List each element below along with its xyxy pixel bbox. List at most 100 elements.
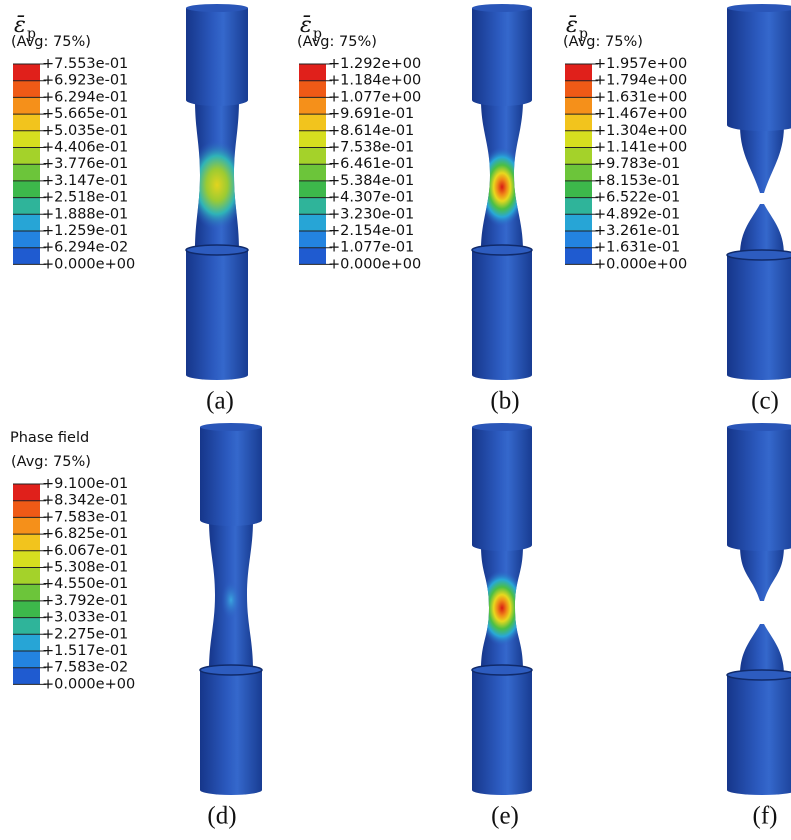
color-swatch [565,131,592,148]
lower-grip [472,250,532,375]
legend-label: +1.292e+00 [328,56,421,72]
upper-grip [200,427,262,520]
color-swatch [299,81,326,98]
strain-concentration [478,570,526,646]
legend-label: +6.522e-01 [594,190,680,206]
legend-label: +5.035e-01 [42,123,128,139]
legend-label: +4.406e-01 [42,140,128,156]
color-swatch [565,198,592,215]
legend-label: +8.342e-01 [42,493,128,509]
upper-grip-end [186,94,248,106]
upper-grip-top [186,4,248,12]
lower-grip-end [186,370,248,380]
legend-label: +6.461e-01 [328,156,414,172]
legend-label: +7.538e-01 [328,140,414,156]
color-swatch [13,181,40,198]
lower-grip-top [200,665,262,675]
legend-label: +1.304e+00 [594,123,687,139]
color-swatch [13,618,40,635]
legend-label: +1.141e+00 [594,140,687,156]
legend-title: Phase field [10,430,89,446]
color-swatch [565,164,592,181]
color-swatch [13,214,40,231]
upper-grip [472,8,532,100]
lower-grip [727,675,791,790]
lower-grip [727,255,791,375]
color-swatch [565,214,592,231]
panel-label: (d) [207,803,236,830]
upper-grip-end [200,514,262,526]
upper-grip-top [200,423,262,431]
legend: ε̄p(Avg: 75%)+1.292e+00+1.184e+00+1.077e… [297,13,421,272]
color-swatch [299,131,326,148]
legend-label: +6.825e-01 [42,526,128,542]
color-swatch [13,634,40,651]
lower-grip-end [472,370,532,380]
color-swatch [13,64,40,81]
strain-concentration [187,140,247,230]
color-swatch [13,231,40,248]
legend-label: +1.888e-01 [42,206,128,222]
color-swatch [299,97,326,114]
specimen [727,4,791,380]
legend-label: +2.154e-01 [328,223,414,239]
color-swatch [565,231,592,248]
color-swatch [299,231,326,248]
color-swatch [13,484,40,501]
legend-label: +8.153e-01 [594,173,680,189]
legend-label: +0.000e+00 [594,256,687,272]
upper-grip-end [472,539,532,551]
lower-grip-end [200,785,262,795]
legend-label: +1.957e+00 [594,56,687,72]
legend-avg: (Avg: 75%) [563,34,643,50]
neck-upper [740,545,784,601]
legend-label: +7.583e-02 [42,660,128,676]
legend-label: +9.783e-01 [594,156,680,172]
lower-grip-top [472,665,532,675]
lower-grip-top [186,245,248,255]
legend-label: +0.000e+00 [42,256,135,272]
legend-label: +8.614e-01 [328,123,414,139]
lower-grip [200,670,262,790]
panel-label: (c) [751,388,779,415]
color-swatch [13,148,40,165]
color-swatch [13,568,40,585]
legend-label: +5.665e-01 [42,106,128,122]
color-swatch [13,248,40,265]
legend-label: +6.923e-01 [42,73,128,89]
specimen [727,423,791,795]
specimen [200,423,262,795]
color-swatch [13,517,40,534]
color-swatch [13,534,40,551]
color-swatch [299,248,326,265]
lower-grip-top [472,245,532,255]
legend-label: +6.067e-01 [42,543,128,559]
legend-label: +1.517e-01 [42,643,128,659]
legend-label: +3.792e-01 [42,593,128,609]
color-swatch [13,114,40,131]
specimen [472,423,532,795]
color-swatch [299,181,326,198]
legend-label: +7.553e-01 [42,56,128,72]
upper-grip [727,427,791,545]
specimen [186,4,248,380]
color-swatch [565,114,592,131]
color-swatch [565,81,592,98]
legend-label: +7.583e-01 [42,509,128,525]
legend-label: +1.077e-01 [328,240,414,256]
color-swatch [13,501,40,518]
neck-lower [740,624,784,675]
legend-avg: (Avg: 75%) [11,34,91,50]
neck-upper [740,125,784,193]
legend-label: +1.631e+00 [594,89,687,105]
specimen [472,4,532,380]
upper-grip [472,427,532,545]
upper-grip-top [472,423,532,431]
color-swatch [13,601,40,618]
color-swatch [13,668,40,685]
legend-avg: (Avg: 75%) [11,454,91,470]
legend-label: +6.294e-01 [42,89,128,105]
legend-label: +3.033e-01 [42,610,128,626]
legend-label: +1.467e+00 [594,106,687,122]
upper-grip [186,8,248,100]
